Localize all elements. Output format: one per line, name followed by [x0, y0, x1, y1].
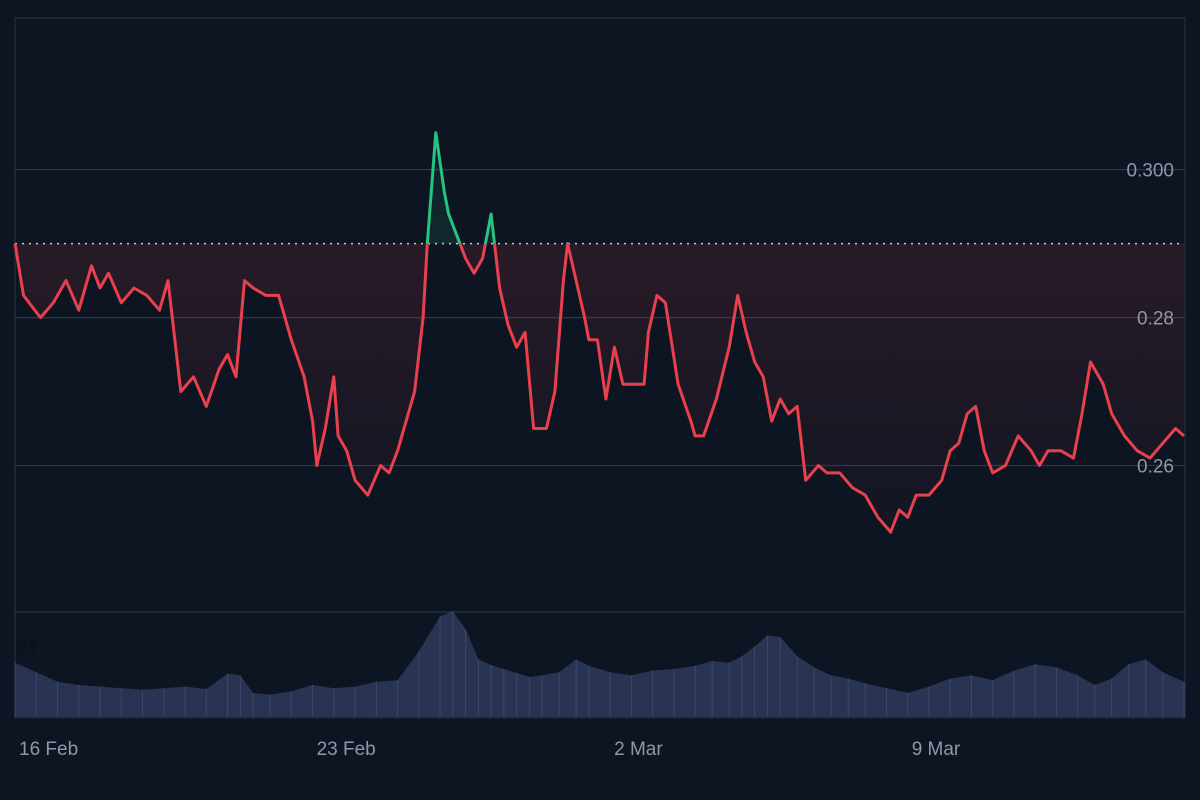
x-tick-label: 2 Mar — [614, 739, 663, 760]
volume-area — [15, 611, 1184, 717]
below-baseline-fill — [15, 243, 1184, 533]
y-tick-label: 0.300 — [1126, 161, 1174, 182]
plot-frame — [14, 17, 1186, 719]
x-axis-ticks: 16 Feb 23 Feb 2 Mar 9 Mar — [19, 739, 961, 760]
area-fill — [15, 132, 1184, 533]
x-tick-label: 9 Mar — [912, 739, 961, 760]
x-tick-label: 16 Feb — [19, 739, 78, 760]
volume-histogram — [14, 611, 1185, 717]
price-lines — [13, 131, 1185, 534]
price-line-below — [13, 243, 1185, 534]
x-tick-label: 23 Feb — [317, 739, 376, 760]
volume-scale-label: 27 — [17, 638, 38, 659]
y-tick-label: 0.28 — [1137, 309, 1174, 330]
y-axis-ticks: 0.26 0.28 0.300 — [1126, 161, 1174, 478]
y-tick-label: 0.26 — [1137, 457, 1174, 478]
